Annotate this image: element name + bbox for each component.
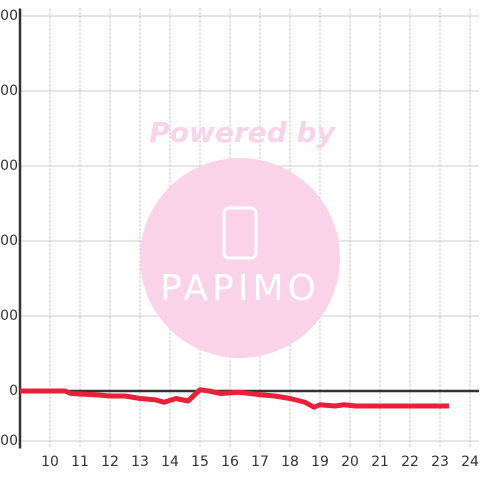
x-tick-label: 22 (401, 454, 419, 470)
x-tick-label: 12 (101, 454, 119, 470)
x-tick-label: 19 (311, 454, 329, 470)
x-tick-label: 16 (221, 454, 239, 470)
line-series (20, 387, 449, 410)
x-tick-label: 15 (191, 454, 209, 470)
watermark-text: Powered by (149, 116, 336, 149)
watermark-icon (222, 206, 258, 260)
x-tick-label: 17 (251, 454, 269, 470)
x-tick-label: 13 (131, 454, 149, 470)
x-tick-label: 20 (341, 454, 359, 470)
x-tick-label: 18 (281, 454, 299, 470)
y-tick-label: 60,000 (0, 233, 18, 249)
y-tick-label: -20,000 (0, 433, 18, 449)
x-tick-label: 23 (431, 454, 449, 470)
y-tick-label: 120,000 (0, 83, 18, 99)
x-tick-label: 24 (461, 454, 479, 470)
watermark-logo: PAPIMO (160, 268, 320, 309)
x-tick-label: 11 (71, 454, 89, 470)
x-tick-label: 14 (161, 454, 179, 470)
y-tick-label: 30,000 (0, 308, 18, 324)
y-tick-label: 150,000 (0, 8, 18, 24)
watermark: Powered by PAPIMO (140, 116, 340, 358)
y-tick-label: 90,000 (0, 158, 18, 174)
y-tick-label: 0 (9, 383, 18, 399)
x-tick-label: 21 (371, 454, 389, 470)
x-tick-label: 10 (41, 454, 59, 470)
